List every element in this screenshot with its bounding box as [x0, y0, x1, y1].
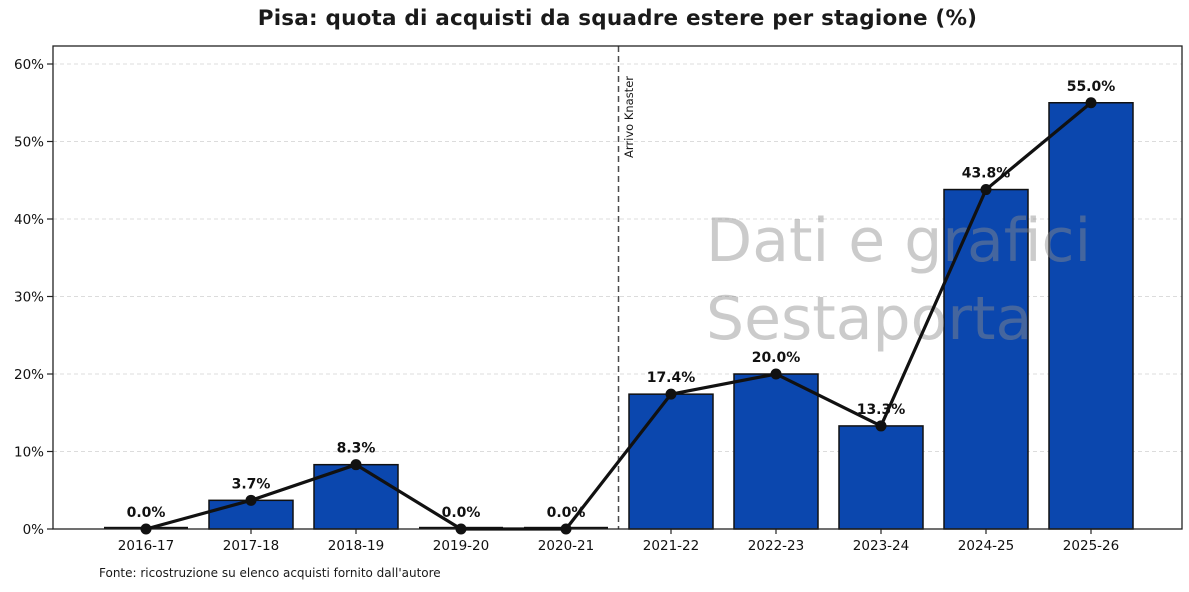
data-point-marker: [770, 368, 782, 380]
x-tick-label: 2023-24: [853, 538, 909, 554]
watermark-line2: Sestaporta: [706, 284, 1033, 354]
watermark-line1: Dati e grafici: [706, 206, 1092, 276]
y-tick-label: 40%: [14, 212, 44, 228]
y-tick-label: 50%: [14, 134, 44, 150]
y-tick-label: 30%: [14, 289, 44, 305]
bar: [838, 425, 924, 530]
bar: [313, 463, 399, 530]
x-tick-label: 2020-21: [538, 538, 594, 554]
data-point-label: 43.8%: [962, 166, 1011, 182]
data-point-marker: [560, 523, 572, 535]
data-point-marker: [1085, 97, 1097, 109]
data-point-marker: [455, 523, 467, 535]
watermark: Dati e grafici Sestaporta: [706, 202, 1091, 358]
data-point-label: 8.3%: [337, 441, 376, 457]
data-point-label: 3.7%: [232, 476, 271, 492]
x-tick-label: 2022-23: [748, 538, 804, 554]
data-point-label: 17.4%: [647, 370, 696, 386]
y-tick-label: 10%: [14, 444, 44, 460]
data-point-label: 13.3%: [857, 402, 906, 418]
bar-zero: [524, 526, 608, 529]
bar: [1048, 102, 1134, 530]
data-point-marker: [980, 184, 992, 196]
bar: [628, 393, 714, 530]
data-point-marker: [350, 459, 362, 471]
y-tick-label: 20%: [14, 367, 44, 383]
x-tick-label: 2018-19: [328, 538, 384, 554]
bar-zero: [419, 526, 503, 529]
bar: [943, 188, 1029, 530]
bar: [208, 499, 294, 530]
data-point-marker: [140, 523, 152, 535]
x-tick-label: 2024-25: [958, 538, 1014, 554]
data-point-label: 0.0%: [127, 505, 166, 521]
chart-title: Pisa: quota di acquisti da squadre ester…: [257, 6, 978, 31]
bar: [733, 373, 819, 530]
data-point-label: 55.0%: [1067, 79, 1116, 95]
data-point-marker: [665, 388, 677, 400]
data-point-marker: [245, 494, 257, 506]
data-point-marker: [875, 420, 887, 432]
x-tick-label: 2025-26: [1063, 538, 1119, 554]
x-tick-label: 2016-17: [118, 538, 174, 554]
x-tick-label: 2021-22: [643, 538, 699, 554]
plot-frame: [52, 45, 1183, 530]
x-tick-label: 2019-20: [433, 538, 489, 554]
trend-line: [145, 101, 1093, 531]
y-tick-label: 0%: [23, 522, 45, 538]
data-point-label: 0.0%: [442, 505, 481, 521]
source-note: Fonte: ricostruzione su elenco acquisti …: [99, 566, 441, 580]
data-point-label: 0.0%: [547, 505, 586, 521]
data-point-label: 20.0%: [752, 350, 801, 366]
y-tick-label: 60%: [14, 57, 44, 73]
vline-annotation-label: Arrivo Knaster: [622, 76, 636, 158]
x-tick-label: 2017-18: [223, 538, 279, 554]
bar-zero: [104, 526, 188, 529]
